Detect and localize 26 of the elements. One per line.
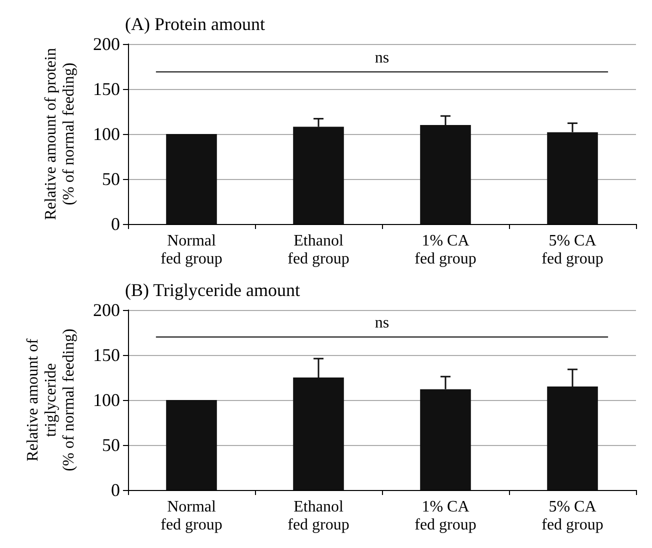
y-tick-label: 50 <box>102 435 120 455</box>
y-tick-label: 200 <box>93 300 120 320</box>
y-tick-label: 0 <box>111 214 120 234</box>
y-tick-label: 100 <box>93 390 120 410</box>
x-tick-label: Normal fed group <box>160 498 222 534</box>
x-tick-label: 1% CA fed group <box>414 232 476 268</box>
x-tick-label: 1% CA fed group <box>414 498 476 534</box>
y-tick-label: 200 <box>93 34 120 54</box>
y-axis-title: Relative amount of triglyceride (% of normal feeding) <box>24 328 78 472</box>
bar <box>166 134 217 224</box>
ref-line-label: ns <box>374 314 390 332</box>
y-tick-label: 150 <box>93 79 120 99</box>
y-tick-label: 150 <box>93 345 120 365</box>
x-tick-label: Ethanol fed group <box>288 498 350 534</box>
y-tick-label: 0 <box>111 480 120 500</box>
x-tick-label: Ethanol fed group <box>288 232 350 268</box>
x-tick-label: 5% CA fed group <box>542 498 604 534</box>
x-tick-label: 5% CA fed group <box>542 232 604 268</box>
y-axis-title: Relative amount of protein (% of normal feeding) <box>42 48 78 220</box>
ref-line-label: ns <box>374 49 390 66</box>
chart-title: (B) Triglyceride amount <box>125 280 300 300</box>
y-tick-label: 50 <box>102 169 120 189</box>
bar <box>166 400 217 490</box>
chart-title: (A) Protein amount <box>125 14 265 34</box>
x-tick-label: Normal fed group <box>160 232 222 268</box>
y-tick-label: 100 <box>93 124 120 144</box>
